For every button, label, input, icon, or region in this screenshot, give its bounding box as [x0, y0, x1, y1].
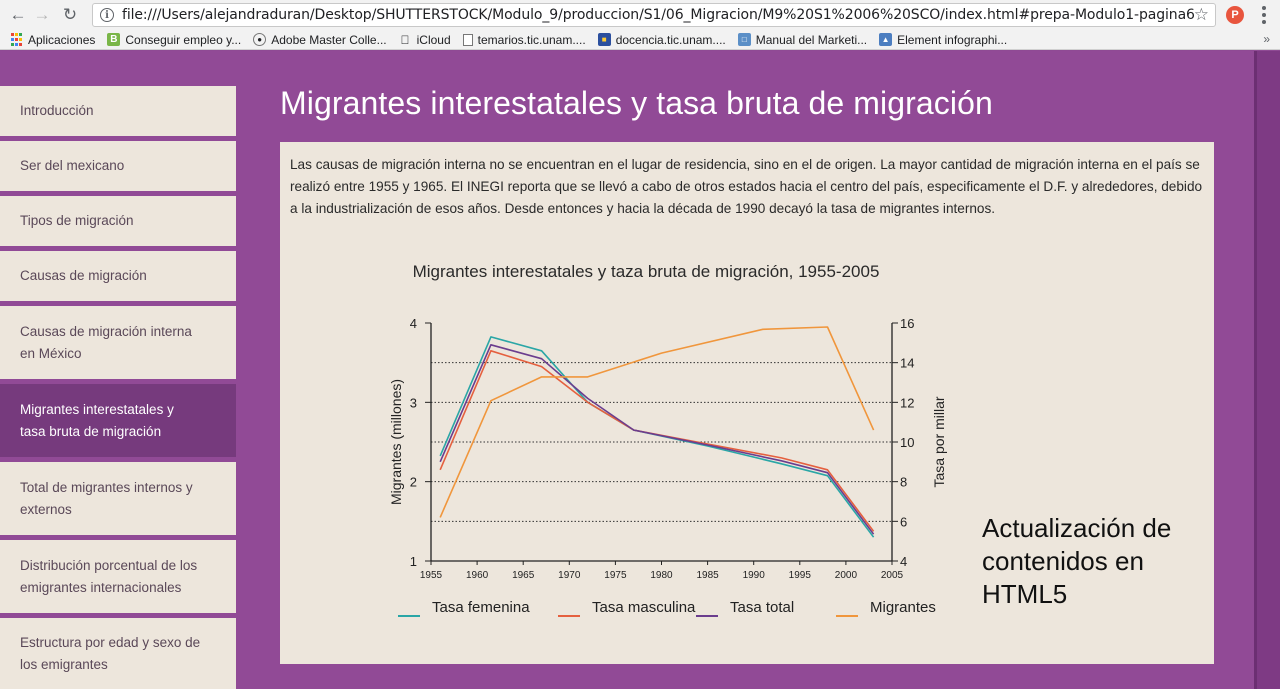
- adobe-icon: ●: [253, 33, 267, 46]
- y-tick-label: 3: [410, 395, 417, 410]
- sidebar-item-causas-interna-mexico[interactable]: Causas de migración interna en México: [0, 306, 236, 379]
- reload-icon[interactable]: ↻: [62, 5, 78, 24]
- y2-tick-label: 8: [900, 475, 907, 490]
- address-bar[interactable]: i file:///Users/alejandraduran/Desktop/S…: [92, 3, 1216, 27]
- legend-label: Tasa femenina: [432, 599, 530, 616]
- bookmark-label: Manual del Marketi...: [755, 32, 868, 47]
- element-icon: ▲: [879, 33, 893, 46]
- sidebar-item-total-migrantes[interactable]: Total de migrantes internos y externos: [0, 462, 236, 535]
- series-line-tasa-masculina: [439, 350, 875, 532]
- info-icon[interactable]: i: [100, 8, 114, 22]
- x-tick-label: 1980: [650, 570, 673, 581]
- bookmarks-bar: Aplicaciones B Conseguir empleo y... ● A…: [0, 30, 1280, 50]
- y2-axis-label: Tasa por millar: [931, 396, 947, 487]
- x-tick-label: 1960: [466, 570, 489, 581]
- bookmark-empleo[interactable]: B Conseguir empleo y...: [107, 33, 241, 47]
- y-tick-label: 2: [410, 475, 417, 490]
- bookmark-label: docencia.tic.unam....: [615, 32, 726, 47]
- browser-toolbar: ← → ↻ i file:///Users/alejandraduran/Des…: [0, 0, 1280, 30]
- y2-tick-label: 12: [900, 395, 914, 410]
- y2-tick-label: 10: [900, 435, 914, 450]
- x-tick-label: 1955: [420, 570, 443, 581]
- series-line-tasa-total: [439, 344, 875, 535]
- scroll-strip: [1254, 51, 1280, 689]
- apple-icon: : [399, 33, 412, 47]
- legend-label: Migrantes: [870, 599, 936, 616]
- bookmark-adobe[interactable]: ● Adobe Master Colle...: [253, 32, 387, 47]
- y-tick-label: 1: [410, 554, 417, 569]
- y2-tick-label: 14: [900, 356, 914, 371]
- bookmark-apps[interactable]: Aplicaciones: [10, 33, 95, 47]
- url-text[interactable]: file:///Users/alejandraduran/Desktop/SHU…: [122, 7, 1195, 23]
- x-tick-label: 1985: [696, 570, 719, 581]
- annotation-text: Actualización de contenidos en HTML5: [982, 513, 1172, 609]
- x-tick-label: 1970: [558, 570, 581, 581]
- manual-icon: □: [737, 33, 751, 46]
- page: Introducción Ser del mexicano Tipos de m…: [0, 51, 1280, 689]
- bookmark-label: Conseguir empleo y...: [125, 32, 242, 47]
- y-axis-label: Migrantes (millones): [388, 379, 404, 505]
- sidebar-item-tipos-de-migracion[interactable]: Tipos de migración: [0, 196, 236, 246]
- series-line-migrantes: [439, 326, 875, 518]
- intro-paragraph: Las causas de migración interna no se en…: [290, 157, 1203, 216]
- sidebar-item-estructura-edad-sexo[interactable]: Estructura por edad y sexo de los emigra…: [0, 618, 236, 689]
- x-tick-label: 1975: [604, 570, 627, 581]
- bookmark-docencia[interactable]: ■ docencia.tic.unam....: [597, 32, 726, 47]
- bookmark-element[interactable]: ▲ Element infographi...: [879, 33, 1007, 47]
- bookmark-temarios[interactable]: temarios.tic.unam....: [462, 32, 586, 47]
- bookmark-label: temarios.tic.unam....: [477, 32, 586, 47]
- bookmark-label: Element infographi...: [897, 32, 1008, 47]
- back-arrow-icon[interactable]: ←: [9, 5, 27, 24]
- browser-menu-icon[interactable]: [1256, 5, 1272, 25]
- x-tick-label: 1995: [789, 570, 812, 581]
- series-line-tasa-femenina: [439, 336, 875, 538]
- unam-icon: ■: [597, 33, 611, 46]
- bookmark-label: Adobe Master Colle...: [271, 32, 387, 47]
- y2-tick-label: 6: [900, 514, 907, 529]
- legend-label: Tasa total: [730, 599, 794, 616]
- chart-title: Migrantes interestatales y taza bruta de…: [413, 262, 880, 281]
- content-panel: Las causas de migración interna no se en…: [280, 142, 1214, 664]
- legend-label: Tasa masculina: [592, 599, 696, 616]
- page-title: Migrantes interestatales y tasa bruta de…: [280, 85, 993, 121]
- y2-tick-label: 16: [900, 316, 914, 331]
- sidebar-item-ser-del-mexicano[interactable]: Ser del mexicano: [0, 141, 236, 191]
- x-tick-label: 1990: [743, 570, 766, 581]
- migration-chart: Migrantes interestatales y taza bruta de…: [388, 262, 947, 617]
- forward-arrow-icon[interactable]: →: [33, 5, 51, 24]
- bookmark-label: Aplicaciones: [28, 32, 96, 47]
- sidebar-item-causas-de-migracion[interactable]: Causas de migración: [0, 251, 236, 301]
- bookmark-star-icon[interactable]: ☆: [1193, 5, 1209, 24]
- bookmark-manual[interactable]: □ Manual del Marketi...: [737, 32, 868, 47]
- sidebar-item-migrantes-interestatales[interactable]: Migrantes interestatales y tasa bruta de…: [0, 384, 236, 457]
- apps-icon: [10, 33, 23, 46]
- x-tick-label: 1965: [512, 570, 535, 581]
- x-tick-label: 2000: [835, 570, 858, 581]
- green-b-icon: B: [107, 33, 121, 46]
- sidebar-item-distribucion-porcentual[interactable]: Distribución porcentual de los emigrante…: [0, 540, 236, 613]
- bookmark-label: iCloud: [416, 32, 451, 47]
- y2-tick-label: 4: [900, 554, 907, 569]
- chevron-right-icon[interactable]: »: [1263, 32, 1270, 46]
- page-icon: [462, 33, 473, 46]
- profile-avatar-icon[interactable]: P: [1226, 6, 1244, 24]
- y-tick-label: 4: [410, 316, 417, 331]
- x-tick-label: 2005: [881, 570, 904, 581]
- bookmark-icloud[interactable]:  iCloud: [399, 33, 451, 47]
- sidebar-item-introduccion[interactable]: Introducción: [0, 86, 236, 136]
